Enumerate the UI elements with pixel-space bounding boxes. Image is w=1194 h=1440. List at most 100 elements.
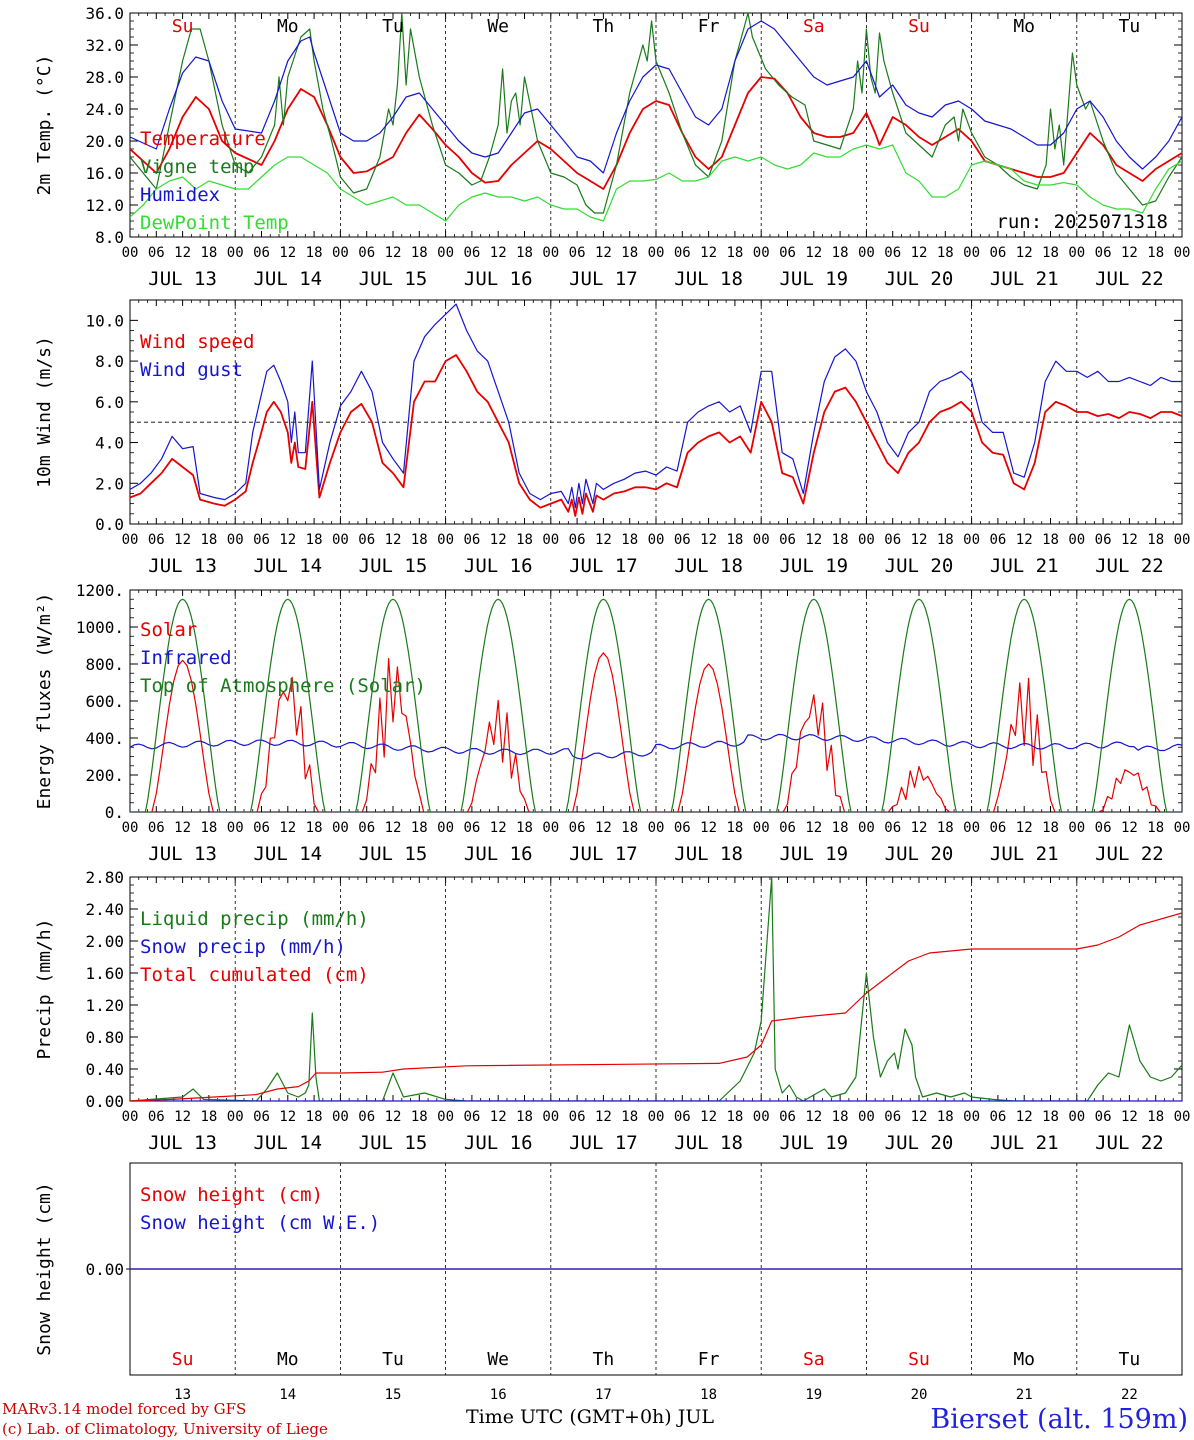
hour-tick-label: 18 [726,1109,743,1125]
hour-tick-label: 06 [358,532,375,548]
hour-tick-label: 06 [358,245,375,261]
hour-tick-label: 12 [911,245,928,261]
hour-tick-label: 06 [463,245,480,261]
date-label: JUL 18 [674,1132,743,1154]
hour-tick-label: 12 [595,532,612,548]
day-name-label: Sa [803,16,825,37]
hour-tick-label: 06 [884,820,901,836]
hour-tick-label: 12 [700,1109,717,1125]
y-tick-label: 2.40 [85,900,124,919]
day-name-label: Su [908,1349,930,1370]
y-tick-label: 200. [85,766,124,785]
hour-tick-label: 06 [674,532,691,548]
date-label: JUL 17 [569,555,638,577]
y-axis-title: Precip (mm/h) [34,919,55,1060]
legend-entry: Wind speed [140,331,254,353]
day-name-label: Su [908,16,930,37]
hour-tick-label: 06 [358,820,375,836]
hour-tick-label: 18 [1042,820,1059,836]
hour-tick-label: 00 [1174,1109,1191,1125]
hour-tick-label: 12 [1016,820,1033,836]
hour-tick-label: 06 [569,820,586,836]
date-label: JUL 14 [253,843,322,865]
day-name-label: Mo [277,16,299,37]
hour-tick-label: 06 [1095,245,1112,261]
legend-entry: Humidex [140,184,220,206]
date-label: JUL 13 [148,268,217,290]
hour-tick-label: 18 [200,820,217,836]
hour-tick-label: 12 [385,245,402,261]
date-label: JUL 20 [885,555,954,577]
hour-tick-label: 06 [884,1109,901,1125]
date-label: JUL 22 [1095,555,1164,577]
series-line [130,733,1182,760]
lab-credit: (c) Lab. of Climatology, University of L… [2,1420,328,1438]
panel-series-2 [130,303,1182,517]
panel-frame-2 [129,299,1183,525]
hour-tick-label: 12 [279,532,296,548]
hour-tick-label: 06 [148,532,165,548]
hour-tick-label: 06 [884,532,901,548]
hour-tick-label: 18 [1042,1109,1059,1125]
day-number-label: 20 [911,1387,928,1403]
hour-tick-label: 00 [122,820,139,836]
date-label: JUL 18 [674,268,743,290]
hour-tick-label: 12 [385,820,402,836]
hour-tick-label: 06 [148,1109,165,1125]
date-label: JUL 14 [253,268,322,290]
hour-tick-label: 12 [805,245,822,261]
day-name-label: Sa [803,1349,825,1370]
date-label: JUL 14 [253,1132,322,1154]
hour-tick-label: 12 [1121,820,1138,836]
day-number-label: 15 [385,1387,402,1403]
legend-entry: Total cumulated (cm) [140,964,369,986]
hour-tick-label: 12 [1121,245,1138,261]
date-label: JUL 21 [990,1132,1059,1154]
date-label: JUL 19 [779,268,848,290]
date-label: JUL 13 [148,555,217,577]
day-number-label: 13 [174,1387,191,1403]
hour-tick-label: 12 [174,245,191,261]
y-tick-label: 600. [85,692,124,711]
hour-tick-label: 00 [858,1109,875,1125]
hour-tick-label: 18 [726,532,743,548]
hour-tick-label: 00 [963,820,980,836]
hour-tick-label: 12 [595,245,612,261]
date-label: JUL 15 [359,843,428,865]
run-label: run: 2025071318 [996,211,1168,233]
hour-tick-label: 00 [648,245,665,261]
text-layer: 00 06 12 18 JUL 13 00 06 12 18 JUL 14 00 06 12 18 JUL … [34,4,1190,1403]
y-tick-label: 28.0 [85,68,124,87]
y-tick-label: 2.00 [85,932,124,951]
hour-tick-label: 00 [122,245,139,261]
date-label: JUL 20 [885,1132,954,1154]
hour-tick-label: 18 [1042,532,1059,548]
hour-tick-label: 06 [358,1109,375,1125]
station-label: Bierset (alt. 159m) [930,1404,1188,1435]
y-tick-label: 8.0 [95,352,124,371]
date-label: JUL 22 [1095,843,1164,865]
hour-tick-label: 12 [1016,245,1033,261]
hour-tick-label: 06 [569,1109,586,1125]
day-number-label: 14 [279,1387,296,1403]
y-tick-label: 36.0 [85,4,124,23]
hour-tick-label: 18 [937,532,954,548]
hour-tick-label: 12 [490,532,507,548]
date-label: JUL 14 [253,555,322,577]
hour-tick-label: 06 [779,245,796,261]
hour-tick-label: 18 [516,820,533,836]
hour-tick-label: 00 [332,1109,349,1125]
day-name-label: Fr [698,16,720,37]
date-label: JUL 18 [674,555,743,577]
legend-entry: Wind gust [140,359,243,381]
panel-series-3 [130,598,1182,812]
day-number-label: 22 [1121,1387,1138,1403]
legend-entry: Vigne temp [140,156,254,178]
hour-tick-label: 00 [963,532,980,548]
hour-tick-label: 18 [937,1109,954,1125]
hour-tick-label: 12 [805,532,822,548]
day-name-label: Tu [382,16,404,37]
hour-tick-label: 18 [621,245,638,261]
hour-tick-label: 00 [858,820,875,836]
hour-tick-label: 00 [648,1109,665,1125]
